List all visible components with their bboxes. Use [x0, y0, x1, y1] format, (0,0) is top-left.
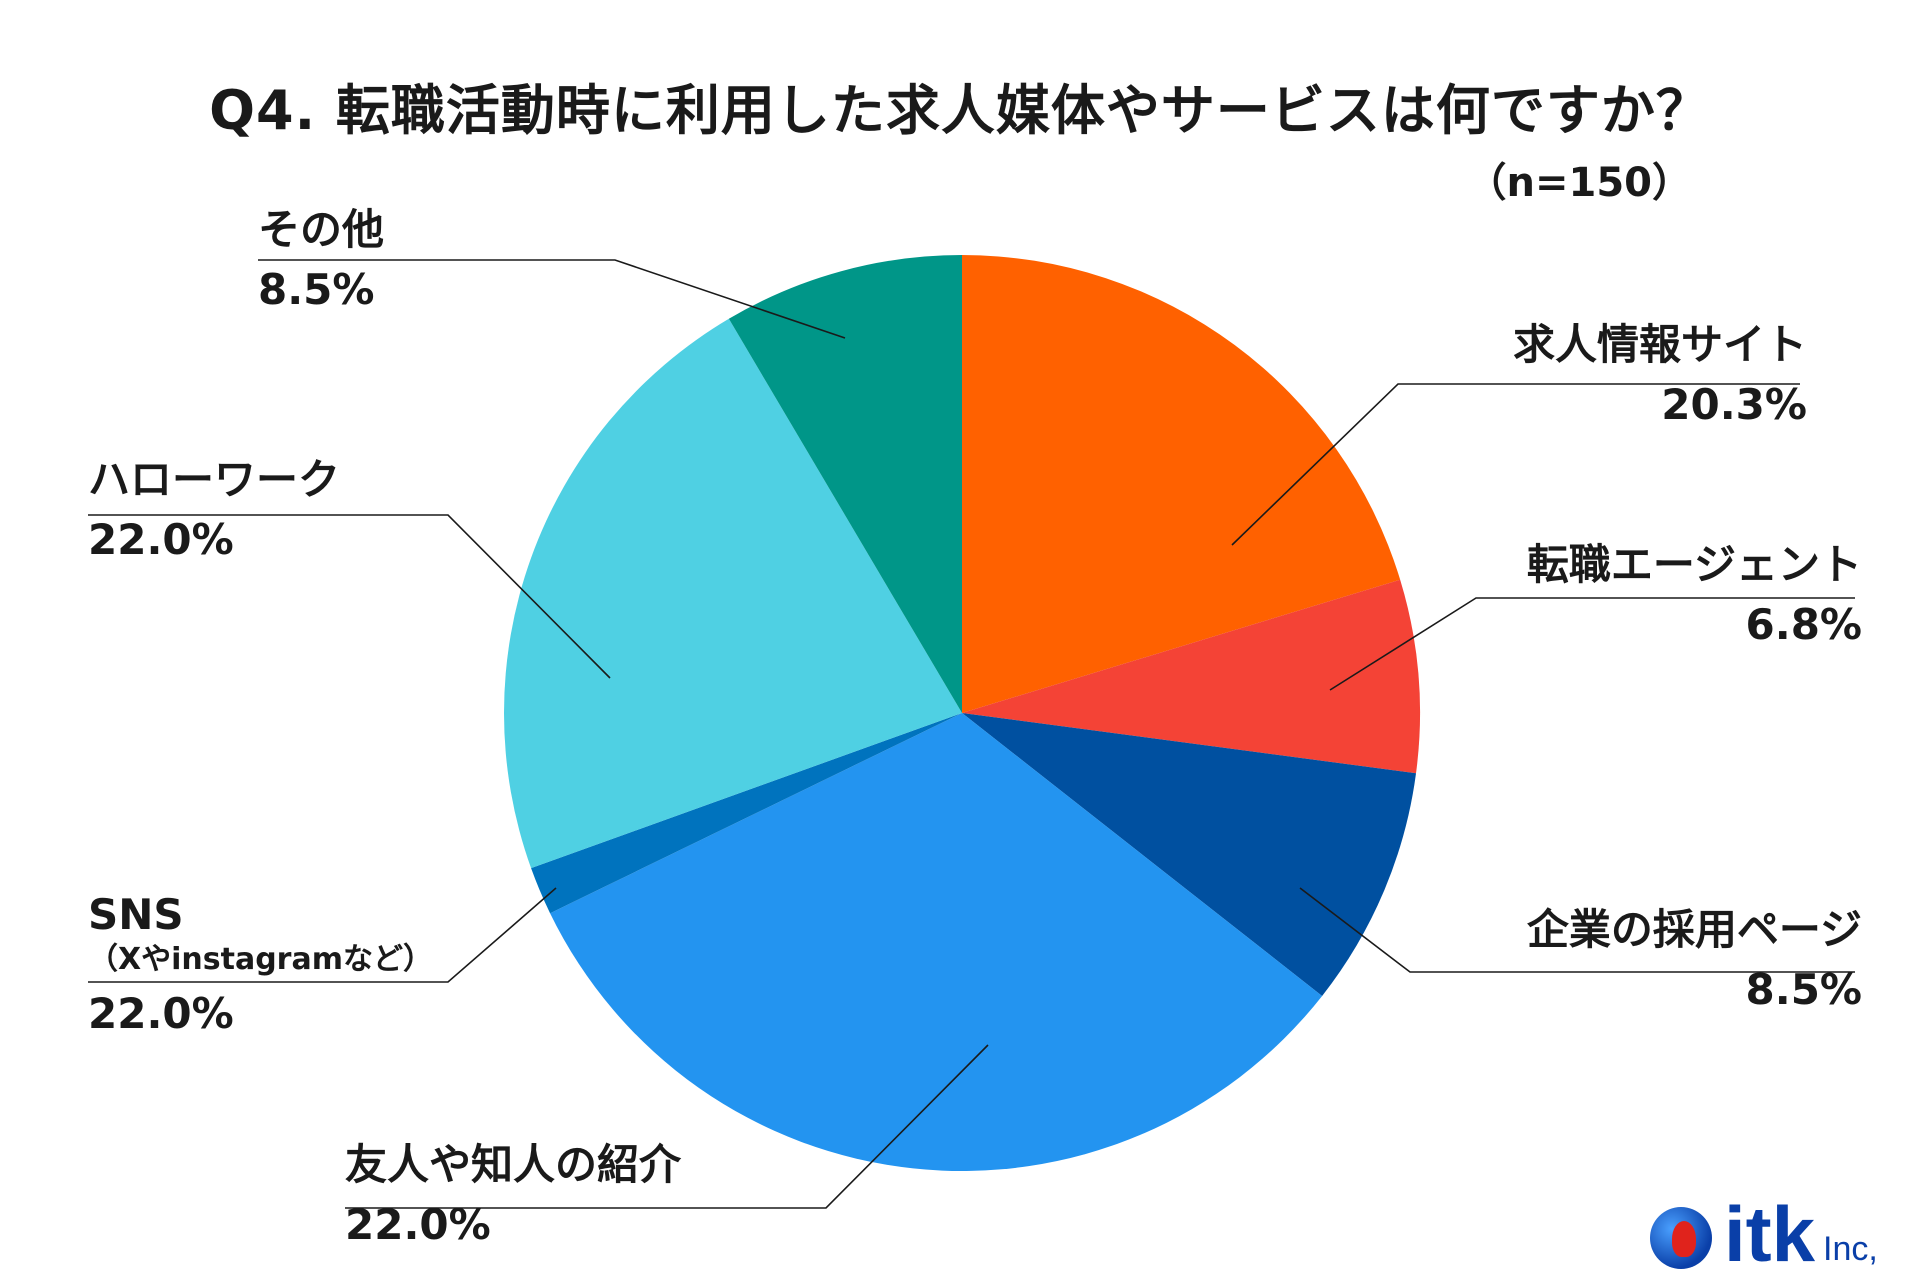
- logo-suffix: Inc,: [1823, 1230, 1878, 1268]
- slice-label: ハローワーク 22.0%: [88, 455, 340, 566]
- sample-size: （n=150）: [1466, 160, 1693, 206]
- slice-name: 友人や知人の紹介: [345, 1140, 682, 1189]
- leader-line: [88, 514, 611, 679]
- leader-line: [258, 259, 846, 339]
- slice-value: 22.0%: [345, 1200, 491, 1250]
- leader-line: [1299, 887, 1855, 973]
- company-logo: itk Inc,: [1650, 1195, 1878, 1273]
- slice-value: 8.5%: [1745, 965, 1862, 1015]
- pie-slice: [504, 318, 962, 869]
- leader-line: [345, 1044, 989, 1209]
- slice-value: 6.8%: [1745, 600, 1862, 650]
- slice-name: その他: [258, 205, 385, 254]
- pie-slice: [962, 255, 1401, 713]
- slice-subtitle: （Xやinstagramなど）: [88, 942, 433, 978]
- slice-value: 22.0%: [88, 989, 234, 1039]
- pie-slice: [728, 255, 962, 713]
- pie-slice: [550, 713, 1323, 1172]
- slice-name: SNS: [88, 890, 184, 939]
- leader-line: [88, 887, 557, 983]
- slice-value: 8.5%: [258, 265, 375, 315]
- slice-label: 求人情報サイト 20.3%: [1513, 320, 1807, 431]
- slice-label: SNS （Xやinstagramなど） 22.0%: [88, 890, 433, 1040]
- leader-line: [1231, 383, 1800, 546]
- slice-value: 20.3%: [1661, 380, 1807, 430]
- pie-slice: [531, 713, 962, 914]
- slice-name: ハローワーク: [88, 455, 341, 504]
- chart-title: Q4. 転職活動時に利用した求人媒体やサービスは何ですか？: [209, 79, 1711, 142]
- logo-word: itk: [1724, 1190, 1816, 1278]
- slice-value: 22.0%: [88, 515, 234, 565]
- slice-label: 企業の採用ページ 8.5%: [1527, 905, 1862, 1016]
- slice-name: 転職エージェント: [1526, 540, 1862, 589]
- logo-mark-icon: [1650, 1207, 1712, 1269]
- pie-slice: [962, 713, 1417, 996]
- slice-label: その他 8.5%: [258, 205, 384, 316]
- slice-label: 転職エージェント 6.8%: [1527, 540, 1862, 651]
- slice-name: 企業の採用ページ: [1526, 905, 1862, 954]
- pie-slice: [962, 579, 1420, 774]
- slice-name: 求人情報サイト: [1512, 320, 1807, 369]
- leader-line: [1329, 597, 1855, 691]
- slice-label: 友人や知人の紹介 22.0%: [345, 1140, 681, 1251]
